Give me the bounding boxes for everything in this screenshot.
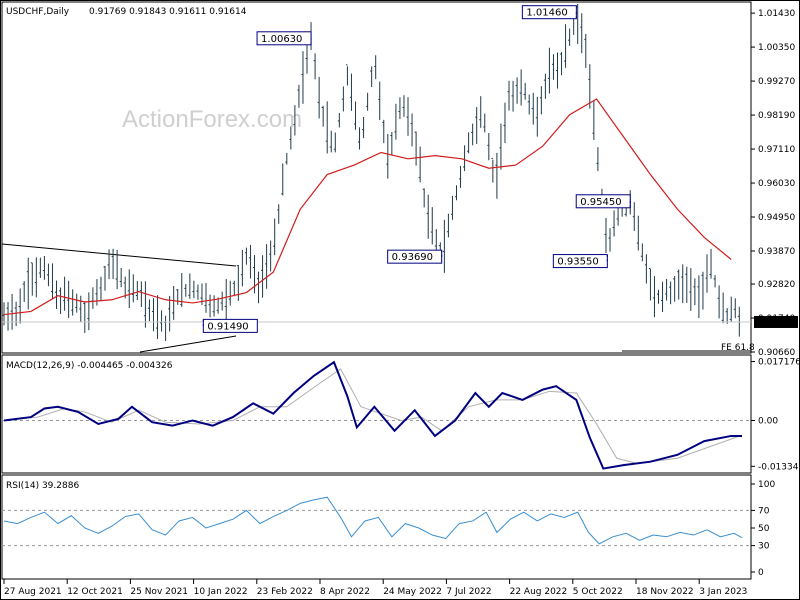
time-tick-label: 3 Jan 2023 — [699, 587, 747, 597]
trendline-lower — [139, 335, 237, 353]
annotation-label: 0.93690 — [392, 252, 433, 263]
macd-tick-label: 0.017176 — [758, 358, 800, 368]
sma-line-group — [3, 98, 732, 316]
chart-header-ohlc: 0.91769 0.91843 0.91611 0.91614 — [89, 7, 247, 17]
time-tick-label: 22 Aug 2022 — [510, 587, 568, 597]
rsi-tick-label: 70 — [758, 506, 770, 516]
price-annotations: 1.00630 1.01460 0.93690 0.95450 0.93550 0.914… — [202, 5, 631, 333]
price-bars — [2, 4, 740, 341]
rsi-line — [3, 496, 743, 545]
rsi-title: RSI(14) 39.2886 — [6, 481, 79, 491]
price-tick-label: 0.98190 — [758, 111, 795, 121]
macd-lines — [2, 360, 751, 470]
macd-axis: 0.017176 0.00 -0.01334 — [751, 358, 800, 472]
time-tick-label: 25 Nov 2021 — [130, 587, 188, 597]
sma-line — [3, 98, 732, 316]
rsi-tick-label: 50 — [758, 524, 770, 534]
price-tick-label: 0.92820 — [758, 280, 795, 290]
fe-618-label: FE 61.8 — [721, 343, 755, 353]
price-tick-label: 0.94950 — [758, 213, 795, 223]
rsi-axis: 100 70 50 30 0 — [751, 480, 775, 578]
price-pane — [1, 1, 752, 354]
rsi-pane — [1, 474, 752, 580]
macd-line — [3, 360, 742, 470]
time-tick-label: 8 Apr 2022 — [320, 587, 370, 597]
current-price-marker — [754, 315, 798, 328]
annotation-label: 0.91490 — [207, 321, 248, 332]
current-price-label: 0.91614 — [757, 318, 794, 328]
price-tick-label: 0.93870 — [758, 247, 795, 257]
time-tick-label: 10 Jan 2022 — [194, 587, 248, 597]
rsi-tick-label: 30 — [758, 542, 770, 552]
price-tick-label: 0.96030 — [758, 179, 795, 189]
time-tick-label: 5 Oct 2022 — [573, 587, 623, 597]
time-tick-label: 24 May 2022 — [383, 587, 442, 597]
time-tick-label: 27 Aug 2021 — [4, 587, 62, 597]
price-tick-label: 0.99270 — [758, 77, 795, 87]
time-tick-label: 23 Feb 2022 — [257, 587, 313, 597]
price-axis: 1.01430 1.00350 0.99270 0.98190 0.97110 0.960… — [2, 9, 798, 358]
rsi-tick-label: 100 — [758, 480, 775, 490]
annotation-box — [387, 249, 443, 264]
chart-header-symbol: USDCHF,Daily — [6, 7, 70, 17]
time-axis: 27 Aug 2021 12 Oct 2021 25 Nov 2021 10 Jan … — [3, 579, 747, 597]
annotation-label: 1.00630 — [261, 34, 302, 45]
price-tick-label: 1.01430 — [758, 9, 795, 19]
price-tick-label: 1.00350 — [758, 43, 795, 53]
rsi-lines — [2, 496, 751, 547]
watermark-text: ActionForex.com — [122, 106, 302, 133]
rsi-tick-label: 0 — [758, 568, 764, 578]
macd-pane — [1, 354, 752, 474]
time-tick-label: 18 Nov 2022 — [636, 587, 694, 597]
trendline-upper — [1, 243, 237, 267]
macd-tick-label: 0.00 — [758, 417, 778, 427]
price-tick-label: 0.97110 — [758, 145, 795, 155]
time-tick-label: 12 Oct 2021 — [67, 587, 123, 597]
price-tick-label: 0.90660 — [758, 348, 795, 358]
time-tick-label: 7 Jul 2022 — [446, 587, 491, 597]
macd-tick-label: -0.01334 — [758, 462, 799, 472]
annotation-label: 0.95450 — [580, 197, 621, 208]
macd-title: MACD(12,26,9) -0.004465 -0.004326 — [6, 361, 173, 371]
annotation-label: 1.01460 — [526, 8, 567, 19]
annotation-label: 0.93550 — [557, 257, 598, 268]
